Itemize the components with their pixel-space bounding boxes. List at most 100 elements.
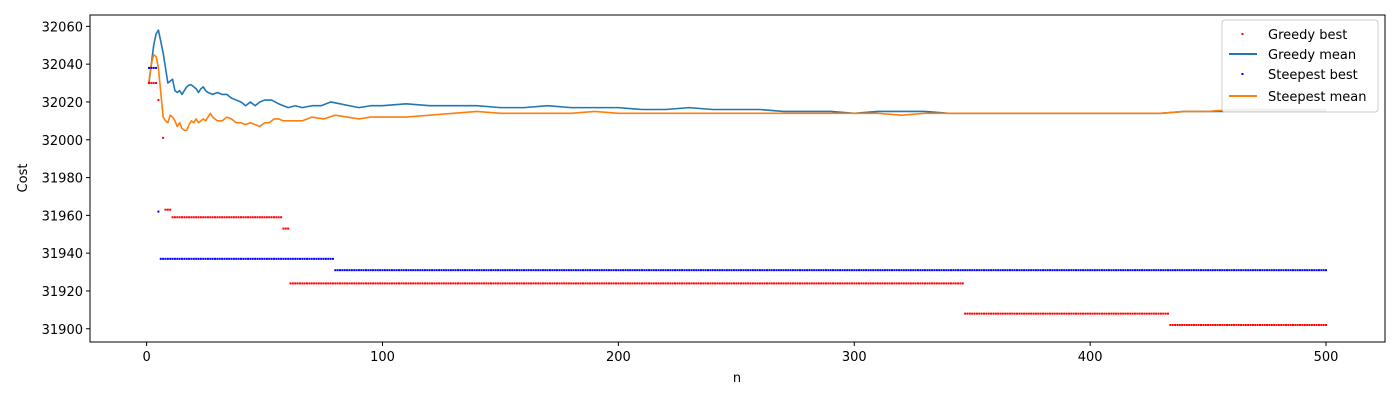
data-point [518,282,521,285]
data-point [544,282,547,285]
data-point [346,282,349,285]
data-point [1141,312,1144,315]
data-point [619,269,622,272]
data-point [817,282,820,285]
data-point [523,269,526,272]
data-point [1049,312,1052,315]
data-point [1273,269,1276,272]
data-point [1077,312,1080,315]
data-point [610,269,613,272]
data-point [1247,323,1250,326]
data-point [1287,269,1290,272]
data-point [393,269,396,272]
data-point [206,216,209,219]
data-point [412,269,415,272]
data-point [327,257,330,260]
data-point [261,257,264,260]
data-point [221,257,224,260]
data-point [480,269,483,272]
data-point [331,257,334,260]
data-point [666,282,669,285]
data-point [1301,323,1304,326]
data-point [155,66,158,69]
data-point [263,216,266,219]
data-point [1131,312,1134,315]
data-point [258,257,261,260]
data-point [1027,312,1030,315]
data-point [1174,323,1177,326]
data-point [1148,312,1151,315]
data-point [876,282,879,285]
data-point [402,269,405,272]
data-point [664,282,667,285]
data-point [879,269,882,272]
data-point [919,282,922,285]
data-point [369,282,372,285]
data-point [1233,323,1236,326]
data-point [419,282,422,285]
data-point [761,269,764,272]
data-point [692,282,695,285]
data-point [445,269,448,272]
data-point [704,282,707,285]
data-point [1065,269,1068,272]
data-point [334,282,337,285]
data-point [695,282,698,285]
data-point [780,282,783,285]
data-point [957,282,960,285]
data-point [1263,323,1266,326]
data-point [166,257,169,260]
data-point [1306,269,1309,272]
data-point [1251,269,1254,272]
data-point [1301,269,1304,272]
data-point [1157,269,1160,272]
data-point [945,269,948,272]
data-point [1070,312,1073,315]
data-point [1025,269,1028,272]
data-point [459,269,462,272]
data-point [315,282,318,285]
data-point [570,269,573,272]
data-point [1178,323,1181,326]
legend-item-greedy-best: Greedy best [1241,28,1347,43]
data-point [834,269,837,272]
data-point [584,282,587,285]
data-point [1228,269,1231,272]
data-point [848,269,851,272]
data-point [147,82,150,85]
data-point [306,282,309,285]
data-point [180,257,183,260]
data-point [973,269,976,272]
data-point [603,282,606,285]
data-point [1136,312,1139,315]
data-point [159,257,162,260]
data-point [192,257,195,260]
data-point [770,282,773,285]
data-point [527,282,530,285]
data-point [860,282,863,285]
data-point [959,269,962,272]
data-point [572,282,575,285]
data-point [775,269,778,272]
data-point [1084,312,1087,315]
data-point [711,269,714,272]
series-layer [147,29,1328,326]
data-point [928,269,931,272]
data-point [433,282,436,285]
data-point [725,269,728,272]
data-point [1143,312,1146,315]
data-point [895,282,898,285]
data-point [914,282,917,285]
data-point [1108,269,1111,272]
data-point [534,269,537,272]
data-point [1275,269,1278,272]
legend-box [1221,19,1379,113]
data-point [938,282,941,285]
data-point [487,282,490,285]
data-point [1303,323,1306,326]
data-point [954,269,957,272]
data-point [551,282,554,285]
data-point [438,269,441,272]
data-point [440,269,443,272]
data-point [671,269,674,272]
